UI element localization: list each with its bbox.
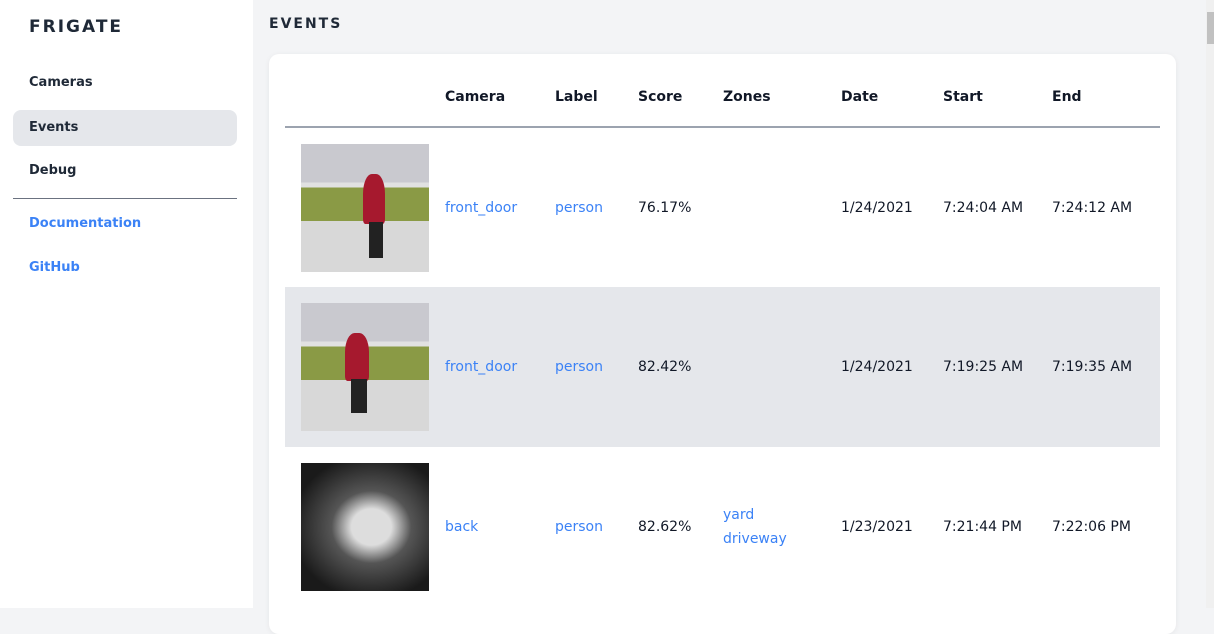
event-thumbnail[interactable] xyxy=(301,303,429,431)
documentation-link[interactable]: Documentation xyxy=(29,216,142,231)
event-thumbnail[interactable] xyxy=(301,143,429,272)
score: 76.17% xyxy=(638,199,692,216)
event-thumbnail[interactable] xyxy=(301,463,429,591)
date: 1/24/2021 xyxy=(841,199,913,216)
label-link[interactable]: person xyxy=(555,199,603,216)
header-end: End xyxy=(1052,54,1160,128)
zone-link[interactable]: driveway xyxy=(723,531,787,547)
scrollbar-thumb[interactable] xyxy=(1207,12,1214,44)
camera-link[interactable]: back xyxy=(445,519,479,535)
events-table: Camera Label Score Zones Date Start End … xyxy=(285,54,1160,607)
zone-link[interactable]: yard xyxy=(723,507,755,523)
table-row[interactable]: back person 82.62% yard driveway 1/23/202… xyxy=(285,447,1160,607)
date: 1/23/2021 xyxy=(841,519,913,535)
sidebar-item-debug[interactable]: Debug xyxy=(29,163,77,178)
label-link[interactable]: person xyxy=(555,287,638,447)
events-card: Camera Label Score Zones Date Start End … xyxy=(269,54,1176,634)
header-camera: Camera xyxy=(445,54,555,128)
table-row[interactable]: front_door person 82.42% 1/24/2021 7:19:… xyxy=(285,287,1160,447)
table-row[interactable]: front_door person 76.17% 1/24/2021 7:24:… xyxy=(285,127,1160,287)
label-link[interactable]: person xyxy=(555,519,603,535)
sidebar-item-events[interactable]: Events xyxy=(13,110,237,146)
header-date: Date xyxy=(841,54,943,128)
camera-link[interactable]: front_door xyxy=(445,287,555,447)
start-time: 7:21:44 PM xyxy=(943,519,1022,535)
start-time: 7:24:04 AM xyxy=(943,199,1024,216)
end-time: 7:22:06 PM xyxy=(1052,519,1131,535)
page-title: EVENTS xyxy=(269,16,343,32)
score: 82.42% xyxy=(638,287,723,447)
end-time: 7:19:35 AM xyxy=(1052,287,1160,447)
sidebar-item-cameras[interactable]: Cameras xyxy=(29,75,93,90)
camera-link[interactable]: front_door xyxy=(445,199,518,216)
scrollbar[interactable] xyxy=(1206,0,1214,608)
header-start: Start xyxy=(943,54,1052,128)
start-time: 7:19:25 AM xyxy=(943,287,1052,447)
header-label: Label xyxy=(555,54,638,128)
header-zones: Zones xyxy=(723,54,841,128)
date: 1/24/2021 xyxy=(841,287,943,447)
zones: yard driveway xyxy=(723,447,841,607)
zones xyxy=(723,287,841,447)
table-header-row: Camera Label Score Zones Date Start End xyxy=(285,54,1160,128)
brand-logo[interactable]: FRIGATE xyxy=(29,17,124,37)
end-time: 7:24:12 AM xyxy=(1052,199,1133,216)
zones xyxy=(723,127,841,287)
sidebar: FRIGATE Cameras Events Debug Documentati… xyxy=(0,0,253,608)
github-link[interactable]: GitHub xyxy=(29,260,80,275)
header-score: Score xyxy=(638,54,723,128)
sidebar-divider xyxy=(13,198,237,199)
score: 82.62% xyxy=(638,519,692,535)
